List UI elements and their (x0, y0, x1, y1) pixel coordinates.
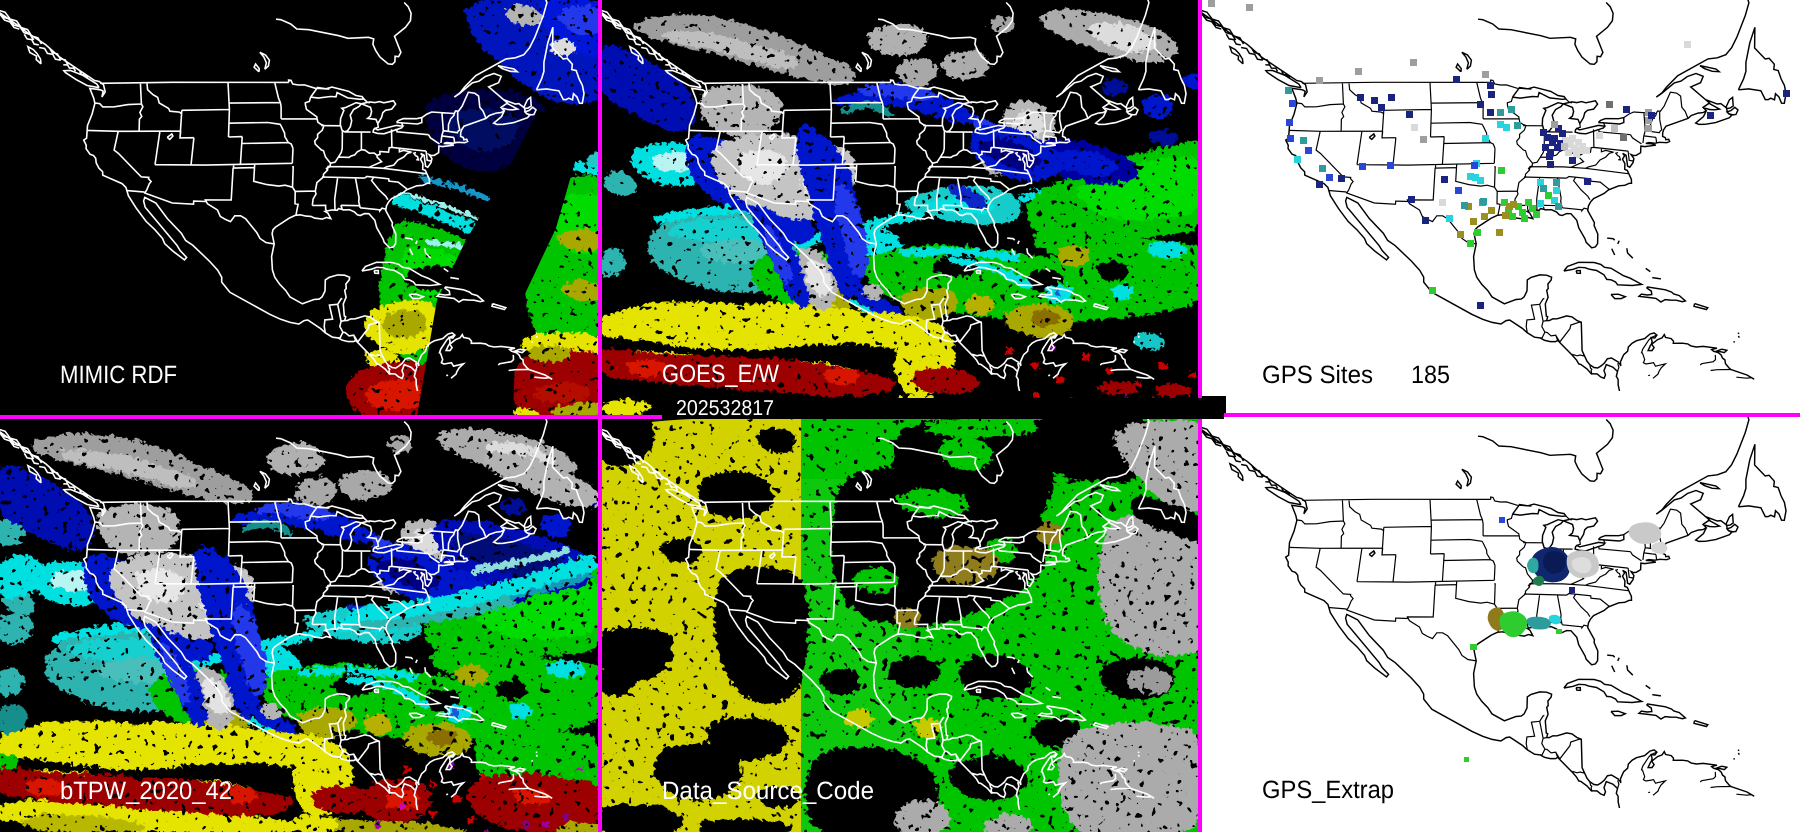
svg-text:185: 185 (1411, 361, 1450, 389)
svg-text:GOES_E/W: GOES_E/W (662, 360, 779, 388)
svg-text:MIMIC RDF: MIMIC RDF (60, 361, 177, 389)
svg-text:Data_Source_Code: Data_Source_Code (662, 777, 874, 805)
svg-text:bTPW_2020_42: bTPW_2020_42 (60, 777, 232, 805)
svg-text:202532817: 202532817 (676, 398, 774, 419)
svg-text:GPS Sites: GPS Sites (1262, 361, 1373, 389)
svg-text:GPS_Extrap: GPS_Extrap (1262, 776, 1394, 804)
